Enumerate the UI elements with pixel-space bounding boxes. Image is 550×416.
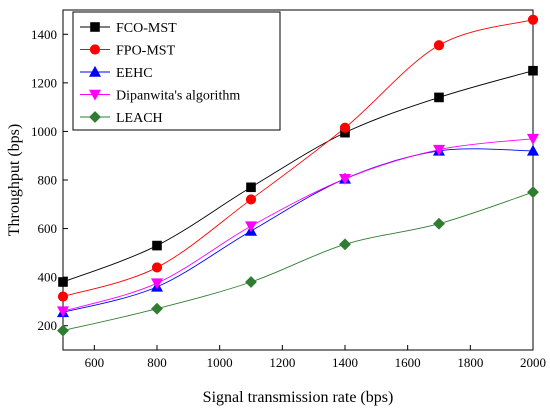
legend-marker	[89, 44, 101, 55]
x-tick-label: 1600	[395, 355, 421, 370]
series-line-2	[62, 148, 534, 313]
series-1-point	[527, 14, 539, 25]
y-tick-label: 1400	[31, 27, 57, 42]
legend-marker	[90, 22, 100, 32]
x-axis-title: Signal transmission rate (bps)	[203, 389, 394, 406]
series-1-point	[339, 122, 351, 133]
x-tick-label: 600	[85, 355, 105, 370]
series-0-point	[58, 277, 68, 287]
series-3-point	[56, 306, 70, 318]
series-3-point	[244, 221, 258, 233]
y-tick-label: 1000	[31, 124, 57, 139]
legend-marker	[89, 111, 101, 123]
legend: FCO-MST FPO-MST EEHC Dipanwita's algorithm L…	[72, 11, 281, 131]
y-tick-label: 800	[38, 173, 58, 188]
series-0-point	[528, 65, 538, 76]
series-line-4	[62, 191, 534, 332]
series-markers	[56, 14, 540, 337]
x-tick-label: 800	[147, 355, 167, 370]
series-0-point	[246, 182, 256, 193]
y-tick-label: 400	[38, 270, 58, 285]
series-3-point	[338, 173, 352, 185]
legend-label: LEACH	[116, 111, 163, 126]
series-0-point	[152, 240, 162, 251]
x-tick-label: 1800	[457, 355, 483, 370]
series-1-point	[57, 291, 69, 302]
x-tick-label: 2000	[520, 355, 546, 370]
series-2-point	[526, 144, 540, 156]
series-1-point	[433, 40, 445, 51]
legend-items: FCO-MST FPO-MST EEHC Dipanwita's algorithm L…	[80, 21, 240, 126]
legend-marker	[88, 65, 102, 77]
legend-label: FCO-MST	[116, 21, 177, 36]
x-tick-label: 1200	[269, 355, 295, 370]
series-1-point	[245, 194, 257, 205]
y-tick-label: 600	[38, 221, 58, 236]
series-4-point	[57, 324, 69, 337]
series-4-point	[527, 186, 539, 199]
series-1-point	[151, 262, 163, 273]
series-3-point	[432, 144, 446, 156]
series-0-point	[434, 92, 444, 103]
x-tick-label: 1400	[332, 355, 358, 370]
series-4-point	[151, 302, 163, 315]
legend-marker	[88, 89, 102, 101]
series-line-3	[62, 138, 534, 312]
series-3-point	[150, 278, 164, 290]
x-tick-label: 1000	[207, 355, 233, 370]
y-axis-title: Throughput (bps)	[6, 124, 23, 236]
legend-label: EEHC	[116, 66, 153, 81]
series-3-point	[526, 133, 540, 145]
series-4-point	[433, 217, 445, 230]
series-4-point	[245, 276, 257, 288]
y-tick-label: 1200	[31, 75, 57, 90]
legend-label: Dipanwita's algorithm	[116, 89, 240, 104]
axis-ticks: 600 800 1000 1200 1400 1600 1800 2000 200 400 600 8…	[31, 27, 546, 370]
legend-label: FPO-MST	[116, 44, 176, 59]
series-4-point	[339, 238, 351, 251]
y-tick-label: 200	[38, 318, 58, 333]
legend-box	[72, 11, 281, 131]
